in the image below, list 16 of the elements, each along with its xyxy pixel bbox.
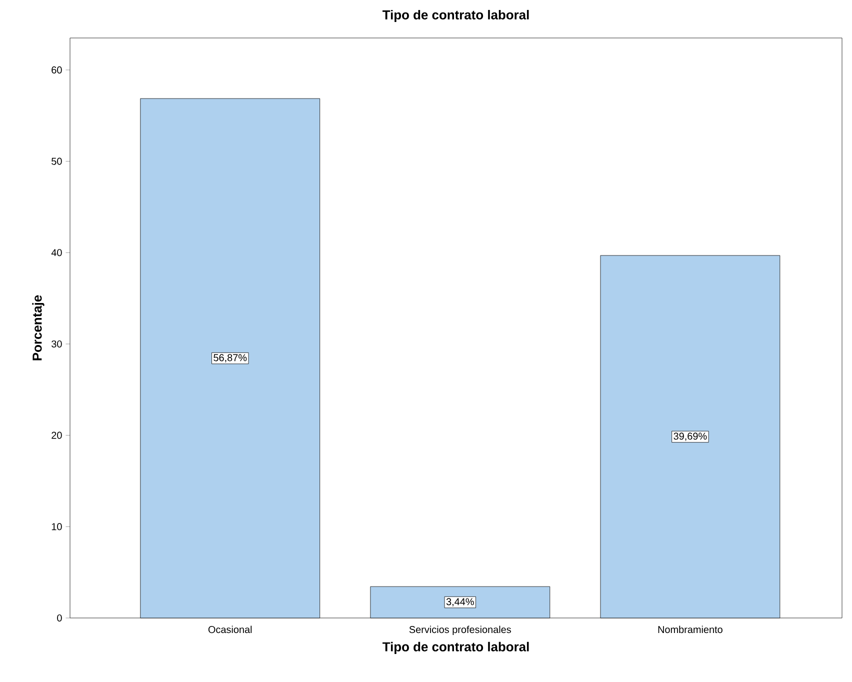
y-tick-label: 30 bbox=[52, 340, 62, 348]
chart-title: Tipo de contrato laboral bbox=[382, 10, 529, 22]
data-label: 3,44% bbox=[446, 598, 474, 606]
y-tick-label: 20 bbox=[52, 432, 62, 439]
data-label: 56,87% bbox=[214, 354, 247, 362]
data-label: 39,69% bbox=[674, 432, 707, 441]
y-axis-title: Porcentaje bbox=[32, 295, 44, 360]
y-tick-label: 60 bbox=[52, 66, 62, 74]
y-tick-label: 10 bbox=[52, 523, 62, 530]
y-tick-label: 0 bbox=[57, 614, 62, 622]
y-tick-label: 40 bbox=[51, 249, 62, 256]
x-tick-label: Servicios profesionales bbox=[409, 626, 511, 636]
y-tick-label: 50 bbox=[52, 158, 62, 165]
x-tick-label: Nombramiento bbox=[658, 626, 722, 634]
x-tick-label: Ocasional bbox=[208, 626, 252, 634]
x-axis-title: Tipo de contrato laboral bbox=[382, 642, 529, 654]
